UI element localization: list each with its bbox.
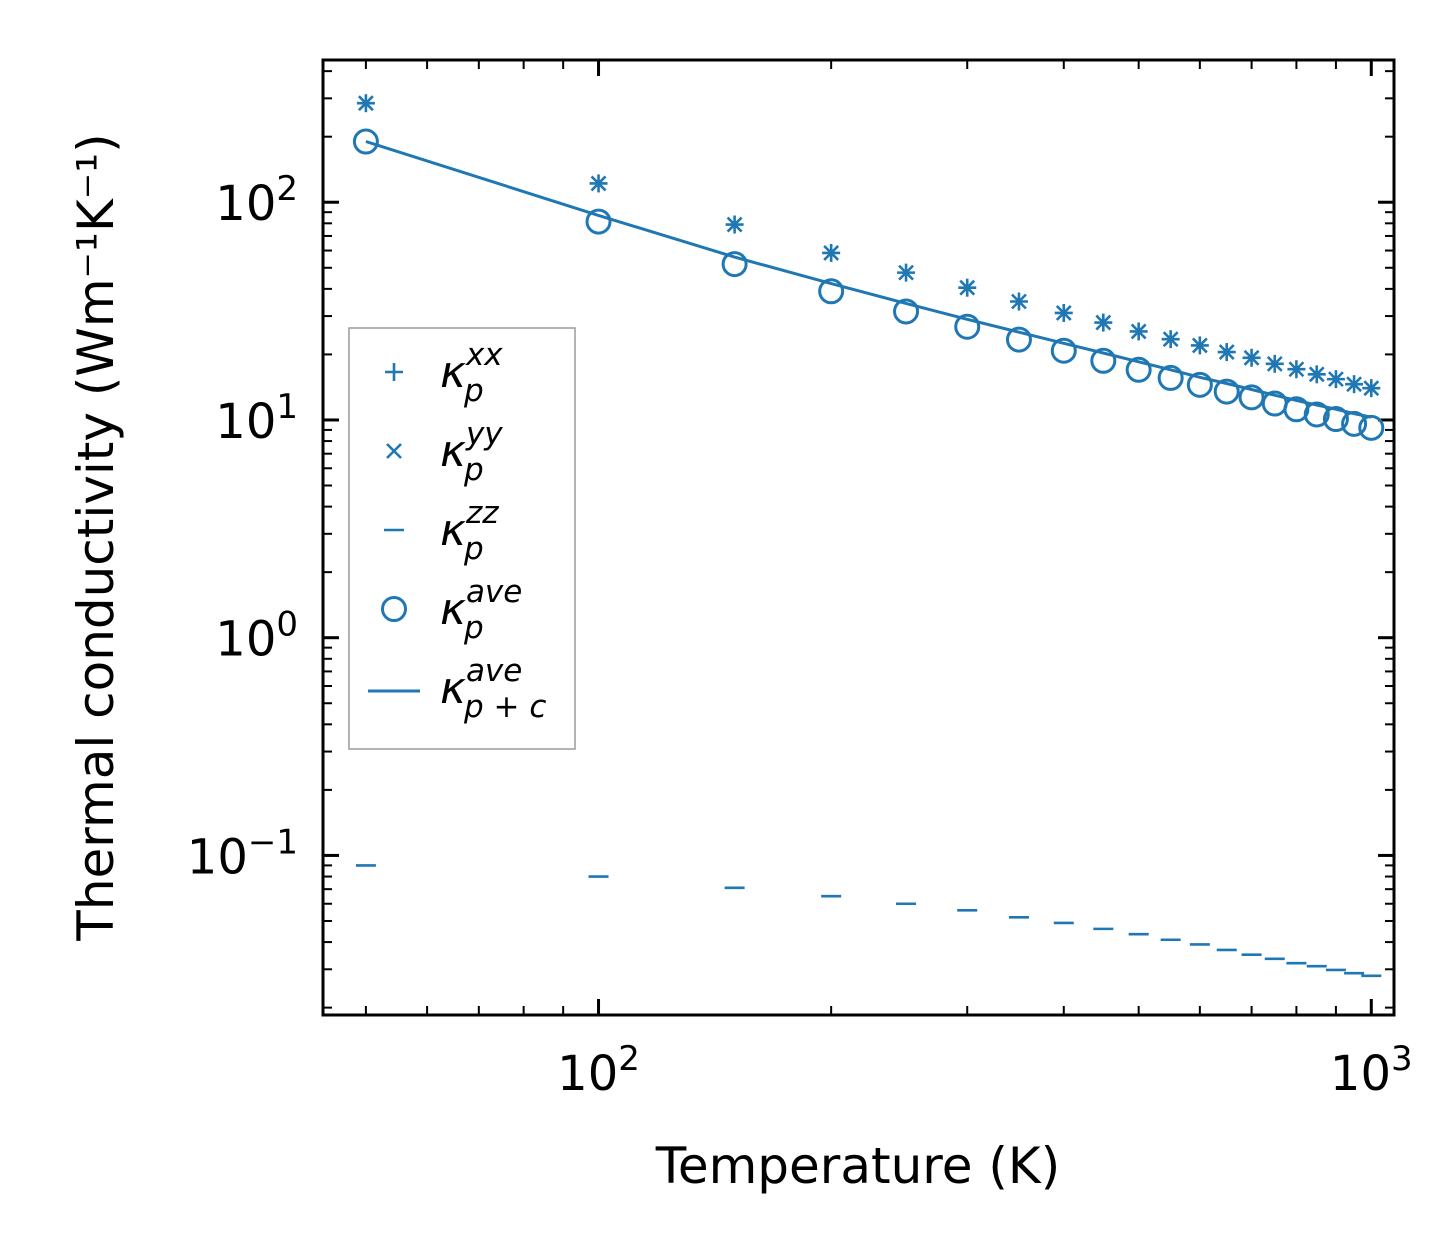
legend-marker-icon bbox=[386, 443, 402, 459]
data-point-ave bbox=[721, 251, 748, 278]
data-point-ave bbox=[893, 298, 920, 325]
legend-entry: κzz p bbox=[384, 495, 499, 567]
data-point-yy bbox=[1346, 376, 1362, 393]
data-point-yy bbox=[1308, 366, 1325, 383]
data-point-yy bbox=[1243, 349, 1260, 366]
data-point-ave bbox=[1090, 347, 1117, 374]
data-point-yy bbox=[1191, 337, 1208, 354]
x-marker-b bbox=[959, 279, 976, 296]
x-marker-b bbox=[726, 216, 743, 233]
x-marker-b bbox=[590, 175, 607, 192]
data-point-ave bbox=[1050, 337, 1077, 364]
x-marker-b bbox=[1308, 366, 1325, 383]
series-ave bbox=[352, 128, 1385, 441]
data-point-ave bbox=[1186, 371, 1213, 398]
x-axis-title: Temperature (K) bbox=[655, 1137, 1060, 1195]
data-point-yy bbox=[1055, 305, 1072, 321]
x-marker-b bbox=[386, 443, 402, 459]
x-marker-b bbox=[1218, 344, 1235, 361]
data-point-yy bbox=[1011, 293, 1027, 310]
x-marker-b bbox=[898, 264, 914, 281]
data-point-yy bbox=[959, 279, 976, 296]
data-point-ave bbox=[818, 278, 845, 305]
data-point-ave bbox=[585, 208, 612, 235]
data-point-ave bbox=[1157, 364, 1184, 391]
data-point-yy bbox=[1288, 361, 1305, 378]
x-marker-b bbox=[1288, 361, 1305, 378]
legend-label: κzz p bbox=[440, 495, 499, 567]
major-ticks bbox=[323, 60, 1394, 1015]
legend-frame bbox=[348, 327, 576, 750]
x-marker-b bbox=[1130, 323, 1147, 340]
series-line-p-c bbox=[365, 140, 1372, 419]
legend-label: κave p bbox=[440, 574, 522, 646]
data-point-yy bbox=[1266, 355, 1283, 372]
x-marker-b bbox=[1266, 355, 1283, 372]
data-point-ave bbox=[1125, 356, 1152, 383]
data-point-yy bbox=[898, 264, 914, 281]
series-pc bbox=[365, 140, 1372, 419]
x-marker-b bbox=[1162, 331, 1179, 348]
y-tick-label: 10−1 bbox=[187, 822, 298, 885]
data-point-yy bbox=[1095, 314, 1112, 331]
y-tick-label: 101 bbox=[215, 387, 298, 450]
tick-labels: 102 103 10−1 100 101 102 bbox=[187, 169, 1413, 1102]
data-point-yy bbox=[590, 175, 607, 192]
series-yy bbox=[357, 95, 1380, 397]
legend-marker-icon bbox=[385, 363, 403, 381]
data-point-yy bbox=[823, 245, 840, 261]
legend-entry: κyy p bbox=[386, 416, 503, 488]
data-point-yy bbox=[726, 216, 743, 233]
y-tick-label: 100 bbox=[215, 605, 298, 668]
data-point-ave bbox=[1213, 378, 1240, 405]
legend-label: κave p + c bbox=[440, 653, 546, 725]
legend-entry: κave p + c bbox=[368, 653, 546, 725]
data-point-yy bbox=[357, 95, 374, 112]
series-zz bbox=[355, 864, 1382, 978]
x-marker-b bbox=[1011, 293, 1027, 310]
x-marker-b bbox=[357, 95, 374, 112]
data-point-yy bbox=[1363, 380, 1380, 397]
x-marker-b bbox=[1346, 376, 1362, 393]
y-tick-label: 102 bbox=[215, 169, 298, 232]
x-marker-b bbox=[823, 245, 840, 261]
data-point-yy bbox=[1218, 344, 1235, 361]
x-marker-b bbox=[1191, 337, 1208, 354]
plot-frame bbox=[321, 58, 1396, 1017]
legend-entry: κxx p bbox=[385, 337, 503, 409]
legend-marker-icon bbox=[381, 596, 407, 622]
data-point-yy bbox=[1130, 323, 1147, 340]
data-point-ave bbox=[954, 313, 981, 340]
legend-label: κyy p bbox=[440, 416, 503, 488]
y-axis-title: Thermal conductivity (Wm⁻¹K⁻¹) bbox=[67, 133, 125, 941]
data-point-yy bbox=[1162, 331, 1179, 348]
x-marker-b bbox=[1243, 349, 1260, 366]
data-point-ave bbox=[1303, 401, 1330, 428]
data-point-ave bbox=[1322, 406, 1349, 433]
data-point-ave bbox=[1238, 384, 1265, 411]
x-marker-b bbox=[1095, 314, 1112, 331]
data-point-ave bbox=[1005, 326, 1032, 353]
data-point-ave bbox=[352, 128, 379, 155]
legend-entry: κave p bbox=[381, 574, 522, 646]
legend-label: κxx p bbox=[440, 337, 503, 409]
x-marker-b bbox=[1055, 305, 1072, 321]
x-tick-label: 103 bbox=[1330, 1039, 1413, 1102]
series-layer bbox=[352, 94, 1385, 978]
x-tick-label: 102 bbox=[557, 1039, 640, 1102]
data-point-yy bbox=[1328, 371, 1344, 388]
x-marker-b bbox=[1328, 371, 1344, 388]
x-marker-b bbox=[1363, 380, 1380, 397]
